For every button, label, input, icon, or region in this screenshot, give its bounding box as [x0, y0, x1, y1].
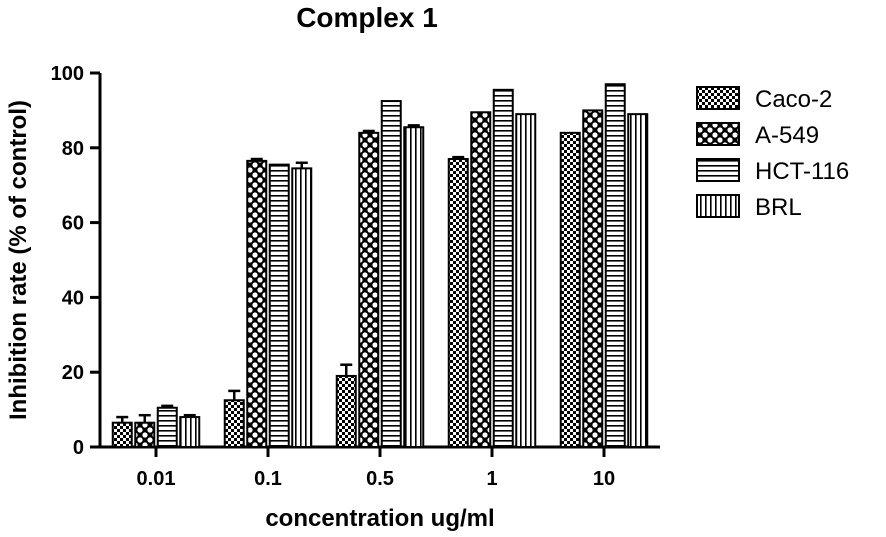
- bar-brl-10: [627, 113, 649, 448]
- bar-caco-2-10: [559, 131, 581, 448]
- chart-title: Complex 1: [296, 2, 438, 33]
- bar-hct-116-10: [604, 83, 626, 448]
- legend-swatch-brl: [696, 194, 740, 218]
- legend-swatch-a-549: [696, 122, 740, 146]
- bar-caco-2-0_01: [111, 421, 133, 449]
- x-axis-label: concentration ug/ml: [265, 505, 494, 532]
- legend-label-hct-116: HCT-116: [755, 158, 849, 185]
- bar-brl-0_01: [179, 416, 201, 448]
- legend-label-caco-2: Caco-2: [755, 86, 832, 113]
- bar-a-549-0_01: [134, 421, 156, 449]
- x-tick-label: 1: [486, 468, 497, 490]
- bar-brl-0_5: [403, 126, 425, 448]
- plot-area: 0 20 40 60 80 100 0.01 0.1 0.5 1 10: [51, 63, 660, 490]
- x-tick-label: 0.01: [137, 468, 176, 490]
- y-tick-label: 20: [62, 362, 84, 384]
- bar-brl-0_1: [291, 167, 313, 448]
- bar-hct-116-0_1: [268, 163, 290, 448]
- legend-swatch-caco-2: [696, 86, 740, 110]
- y-tick-label: 100: [51, 63, 84, 85]
- bar-a-549-10: [582, 109, 604, 449]
- y-tick-label: 80: [62, 138, 84, 160]
- bar-hct-116-0_01: [156, 406, 178, 449]
- bar-a-549-0_1: [246, 159, 268, 448]
- bar-caco-2-1: [447, 158, 469, 449]
- legend-swatch-hct-116: [696, 158, 740, 182]
- y-tick-label: 40: [62, 287, 84, 309]
- legend-label-a-549: A-549: [755, 122, 819, 149]
- bar-a-549-0_5: [358, 131, 380, 448]
- bar-brl-1: [515, 113, 537, 448]
- x-tick-label: 10: [593, 468, 615, 490]
- x-tick-label: 0.5: [366, 468, 394, 490]
- y-tick-label: 0: [73, 437, 84, 459]
- bar-hct-116-1: [492, 88, 514, 449]
- bar-a-549-1: [470, 111, 492, 449]
- bar-hct-116-0_5: [380, 100, 402, 449]
- y-axis-label: Inhibition rate (% of control): [5, 100, 32, 420]
- y-tick-label: 60: [62, 213, 84, 235]
- bar-caco-2-0_1: [223, 399, 245, 448]
- x-tick-label: 0.1: [254, 468, 282, 490]
- legend: Caco-2 A-549 HCT-116 BRL: [696, 86, 849, 221]
- legend-label-brl: BRL: [755, 194, 802, 221]
- bar-caco-2-0_5: [335, 374, 357, 448]
